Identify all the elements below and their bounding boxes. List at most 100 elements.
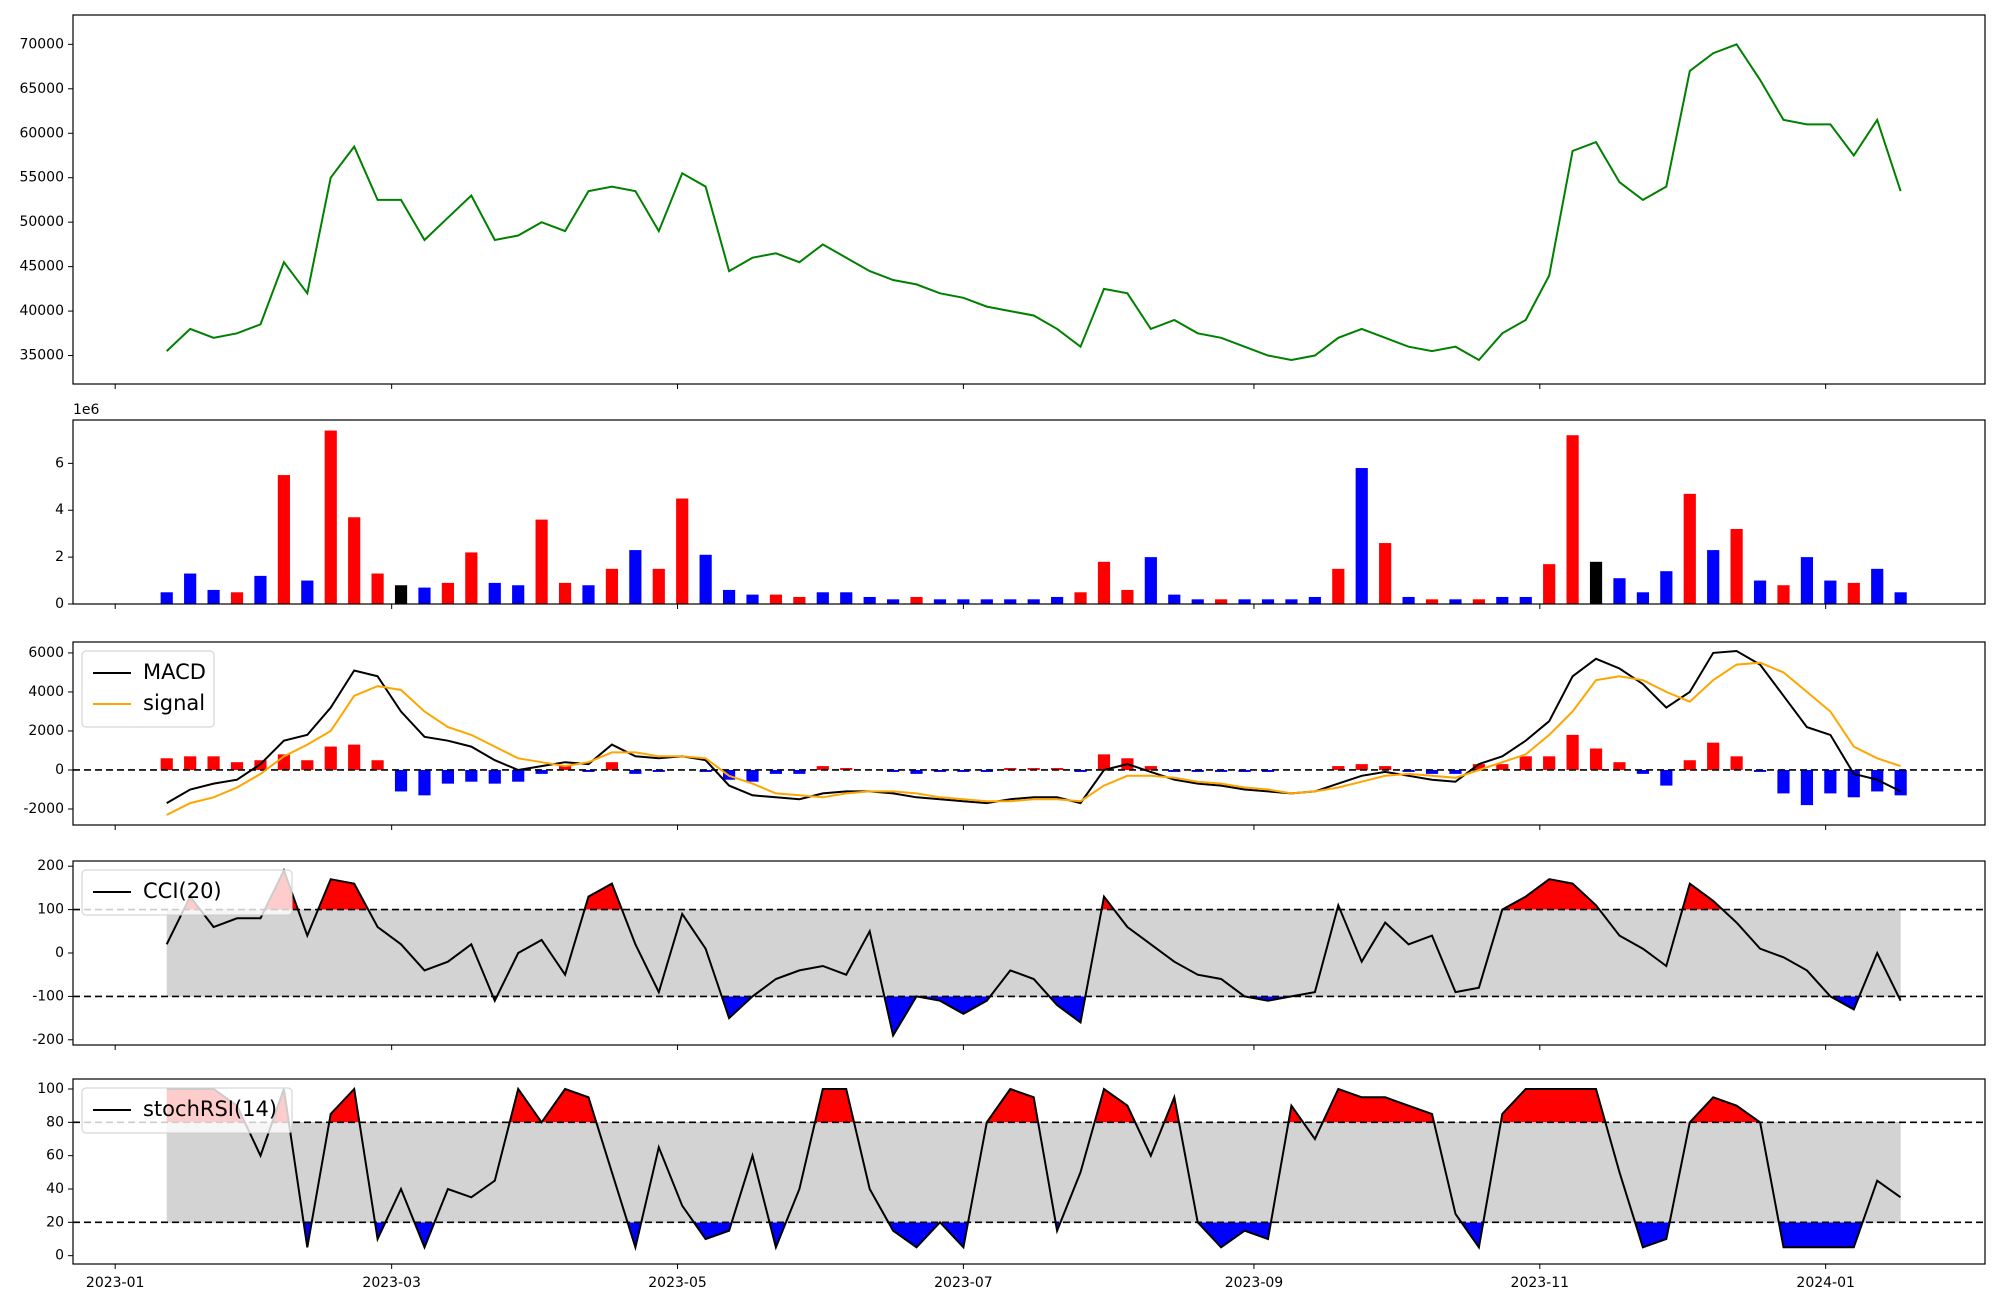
histogram-bar: [1097, 754, 1111, 770]
volume-bar: [1707, 550, 1720, 604]
volume-bar: [1425, 599, 1439, 604]
histogram-bar: [207, 756, 220, 770]
legend-label: MACD: [143, 660, 206, 684]
volume-bar: [348, 517, 361, 604]
histogram-bar: [465, 769, 478, 782]
histogram-bar: [1191, 769, 1204, 772]
histogram-bar: [1496, 764, 1509, 770]
volume-bar: [957, 599, 970, 604]
histogram-bar: [1707, 742, 1720, 770]
histogram-bar: [1543, 756, 1556, 770]
neutral-band: [166, 909, 1901, 997]
volume-bar: [301, 580, 314, 604]
volume-bar: [1191, 599, 1204, 604]
histogram-bar: [1074, 769, 1087, 772]
histogram-bar: [1425, 769, 1439, 774]
x-tick-label: 2023-01: [86, 1275, 145, 1291]
y-tick-label: 60: [46, 1148, 64, 1164]
legend-box: [81, 650, 215, 728]
volume-bar: [746, 594, 759, 604]
volume-bar: [1332, 568, 1345, 604]
volume-bar: [1261, 599, 1275, 604]
volume-bar: [1168, 594, 1181, 604]
histogram-bar: [980, 769, 993, 772]
histogram-bar: [1027, 768, 1040, 770]
legend-label: stochRSI(14): [143, 1097, 277, 1121]
volume-bar: [652, 568, 665, 604]
volume-bar: [1285, 599, 1298, 604]
histogram-bar: [1051, 768, 1064, 770]
volume-bar: [465, 552, 478, 604]
y-tick-label: 40000: [19, 303, 64, 319]
volume-bar: [1800, 557, 1814, 604]
volume-bar: [1074, 592, 1087, 604]
legend-label: CCI(20): [143, 879, 222, 903]
volume-bar: [277, 475, 290, 604]
histogram-bar: [301, 760, 314, 770]
y-tick-label: 4: [55, 502, 64, 518]
y-tick-label: 40: [46, 1181, 64, 1197]
volume-bar: [418, 587, 431, 604]
x-tick-label: 2023-03: [362, 1275, 421, 1291]
volume-bar: [980, 599, 993, 604]
volume-bar: [933, 599, 947, 604]
panel-frame: [72, 1078, 1986, 1265]
legend-box: [81, 1087, 293, 1134]
volume-bar: [394, 585, 408, 604]
volume-bar: [1496, 596, 1509, 604]
histogram-bar: [512, 769, 525, 782]
volume-bar: [769, 594, 783, 604]
y-tick-label: 6: [55, 455, 64, 471]
volume-bar: [1402, 596, 1415, 604]
panel-frame: [72, 14, 1986, 385]
histogram-bar: [1660, 769, 1673, 786]
volume-bar: [254, 575, 267, 604]
volume-bar: [184, 573, 197, 604]
volume-bar: [840, 592, 853, 604]
histogram-bar: [441, 769, 454, 784]
volume-bar: [1566, 435, 1579, 604]
histogram-bar: [1613, 762, 1626, 770]
oversold-fill: [166, 1222, 1901, 1248]
histogram-bar: [1847, 769, 1860, 798]
histogram-bar: [933, 769, 947, 772]
y-tick-label: -100: [32, 988, 64, 1004]
y-tick-label: 0: [55, 762, 64, 778]
histogram-bar: [160, 758, 173, 770]
volume-bar: [1308, 596, 1321, 604]
y-tick-label: 6000: [28, 645, 64, 661]
panel-frame: [72, 419, 1986, 605]
histogram-bar: [1472, 764, 1485, 770]
offset-text: 1e6: [73, 402, 100, 418]
histogram-bar: [746, 769, 759, 782]
volume-bar: [1871, 568, 1884, 604]
histogram-bar: [1777, 769, 1790, 794]
histogram-bar: [605, 762, 619, 770]
volume-bar: [371, 573, 384, 604]
volume-bar: [863, 596, 876, 604]
y-tick-label: 100: [37, 902, 64, 918]
histogram-bar: [184, 756, 197, 770]
volume-bar: [558, 582, 572, 604]
histogram-bar: [887, 769, 900, 772]
volume-bar: [230, 592, 244, 604]
histogram-bar: [1589, 748, 1603, 770]
histogram-bar: [629, 769, 642, 774]
volume-bar: [1519, 596, 1532, 604]
y-tick-label: 50000: [19, 214, 64, 230]
volume-bar: [207, 589, 220, 604]
volume-bar: [1824, 580, 1837, 604]
histogram-bar: [1004, 768, 1017, 770]
indicator-line: [165, 867, 1902, 1039]
histogram-bar: [1800, 769, 1814, 806]
histogram-bar: [371, 760, 384, 770]
histogram-bar: [418, 769, 431, 796]
histogram-bar: [1636, 769, 1649, 774]
histogram-bar: [1215, 769, 1228, 772]
volume-bar: [793, 596, 806, 604]
histogram-bar: [324, 746, 337, 770]
y-tick-label: 55000: [19, 170, 64, 186]
y-tick-label: 70000: [19, 36, 64, 52]
